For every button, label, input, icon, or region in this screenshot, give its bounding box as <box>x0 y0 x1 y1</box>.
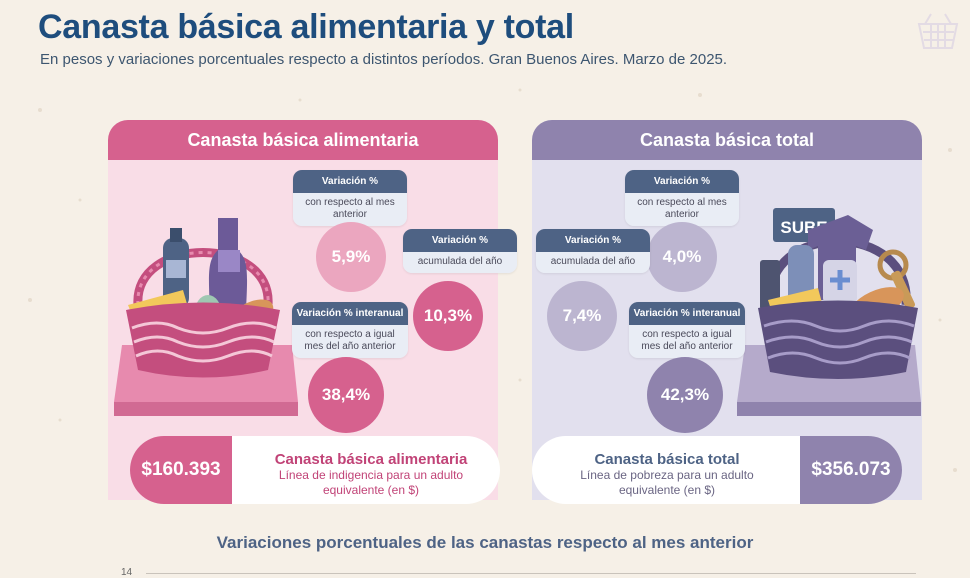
cba-panel-header: Canasta básica alimentaria <box>108 120 498 160</box>
cbt-ytd-label: Variación % <box>536 229 650 252</box>
cba-ytd-value: 10,3% <box>413 281 483 351</box>
cbt-yoy-tag: Variación % interanual con respecto a ig… <box>629 302 745 358</box>
cba-monthly-tag: Variación % con respecto al mes anterior <box>293 170 407 226</box>
cbt-pill-desc: Línea de pobreza para un adulto equivale… <box>580 468 754 497</box>
cba-amount: $160.393 <box>130 436 232 504</box>
basket-outline-icon <box>917 13 959 49</box>
cbt-monthly-value: 4,0% <box>647 222 717 292</box>
cba-yoy-desc: con respecto a igual mes del año anterio… <box>292 325 408 358</box>
cba-monthly-value: 5,9% <box>316 222 386 292</box>
cba-pill-title: Canasta básica alimentaria <box>274 451 468 468</box>
cbt-ytd-desc: acumulada del año <box>536 252 650 273</box>
cbt-panel-header: Canasta básica total <box>532 120 922 160</box>
cbt-pill-title: Canasta básica total <box>594 451 740 468</box>
cbt-monthly-desc: con respecto al mes anterior <box>625 193 739 226</box>
cba-yoy-value: 38,4% <box>308 357 384 433</box>
goods-basket-icon: SUBE <box>758 208 918 379</box>
cba-ytd-label: Variación % <box>403 229 517 252</box>
cba-amount-pill: $160.393 Canasta básica alimentaria Líne… <box>130 436 500 504</box>
cba-pill-text: Canasta básica alimentaria Línea de indi… <box>256 451 486 498</box>
cbt-yoy-desc: con respecto a igual mes del año anterio… <box>629 325 745 358</box>
cba-yoy-tag: Variación % interanual con respecto a ig… <box>292 302 408 358</box>
chart-section-title: Variaciones porcentuales de las canastas… <box>216 533 754 552</box>
cbt-yoy-value: 42,3% <box>647 357 723 433</box>
cbt-ytd-value: 7,4% <box>547 281 617 351</box>
cbt-yoy-label: Variación % interanual <box>629 302 745 325</box>
cba-yoy-label: Variación % interanual <box>292 302 408 325</box>
cbt-amount: $356.073 <box>800 436 902 504</box>
cbt-monthly-label: Variación % <box>625 170 739 193</box>
chart-first-tick: 14 <box>121 567 133 578</box>
chart-gridline <box>146 573 916 574</box>
cbt-amount-pill: Canasta básica total Línea de pobreza pa… <box>532 436 902 504</box>
cba-monthly-label: Variación % <box>293 170 407 193</box>
cba-monthly-desc: con respecto al mes anterior <box>293 193 407 226</box>
cbt-ytd-tag: Variación % acumulada del año <box>536 229 650 273</box>
cba-ytd-desc: acumulada del año <box>403 252 517 273</box>
cba-pill-desc: Línea de indigencia para un adulto equiv… <box>278 468 464 497</box>
cbt-pill-text: Canasta básica total Línea de pobreza pa… <box>552 451 782 498</box>
page-title: Canasta básica alimentaria y total <box>38 8 574 46</box>
food-basket-icon <box>126 218 280 378</box>
cba-ytd-tag: Variación % acumulada del año <box>403 229 517 273</box>
cbt-monthly-tag: Variación % con respecto al mes anterior <box>625 170 739 226</box>
page-subtitle: En pesos y variaciones porcentuales resp… <box>40 51 728 68</box>
